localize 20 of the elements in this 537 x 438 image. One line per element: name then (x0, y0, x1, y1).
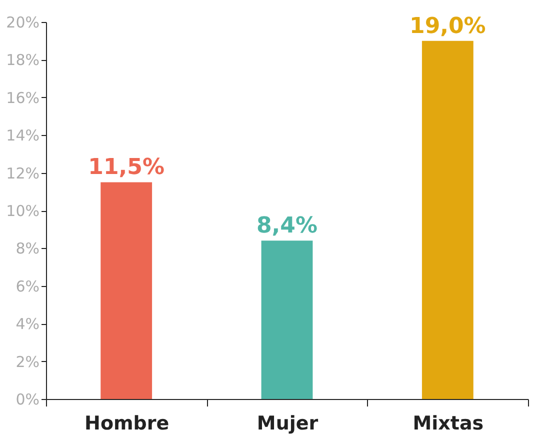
y-tick-label: 12% (6, 164, 40, 182)
y-tick-label: 16% (6, 88, 40, 107)
y-tick-label: 2% (16, 352, 40, 371)
x-tick-label: Mixtas (412, 412, 484, 434)
y-tick-label: 6% (16, 277, 40, 296)
y-tick-label: 4% (16, 315, 40, 334)
y-tick-label: 0% (16, 390, 40, 408)
y-tick-label: 14% (6, 126, 40, 145)
bar (261, 240, 313, 399)
y-tick-label: 18% (6, 51, 40, 70)
data-label: 8,4% (256, 214, 318, 239)
x-tick-label: Hombre (84, 412, 170, 434)
data-label: 11,5% (88, 155, 164, 180)
y-tick-label: 8% (16, 240, 40, 258)
bar (422, 40, 474, 399)
bar (100, 182, 152, 399)
y-tick-label: 20% (6, 14, 40, 32)
data-label: 19,0% (410, 14, 486, 39)
y-tick-label: 10% (6, 202, 40, 220)
x-tick-label: Mujer (256, 412, 319, 434)
